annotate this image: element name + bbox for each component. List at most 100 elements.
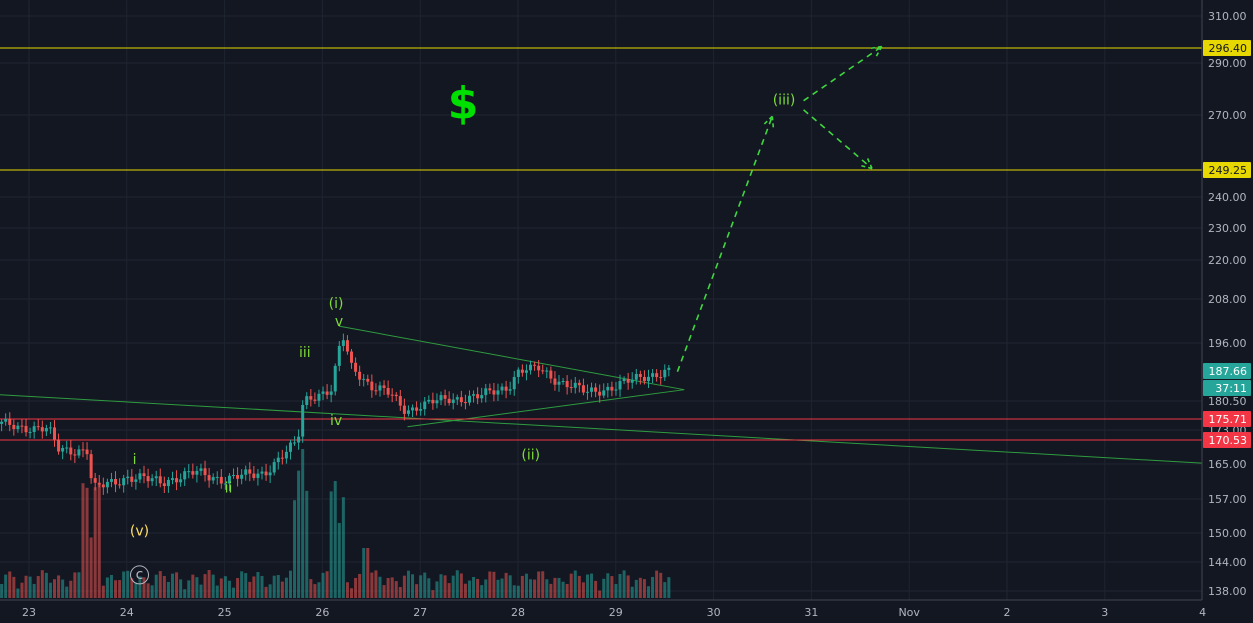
candle-body (561, 380, 565, 382)
projection-path (803, 45, 883, 102)
volume-bar (81, 483, 85, 598)
candle-body (28, 432, 32, 434)
volume-bar (317, 582, 321, 598)
time-tick-label: 26 (315, 606, 329, 619)
candle-body (114, 479, 118, 485)
volume-bar (370, 572, 374, 598)
volume-bar (537, 571, 541, 598)
volume-bar (598, 590, 602, 598)
volume-bar (297, 470, 301, 598)
candle-body (435, 400, 439, 404)
volume-bar (77, 572, 81, 598)
price-tags: 296.40 249.25 175.71 170.53 187.66 37:11 (1203, 39, 1251, 448)
volume-bars (0, 449, 671, 598)
dollar-symbol: $ (448, 78, 479, 129)
volume-bar (114, 580, 118, 598)
candle-body (256, 473, 260, 478)
volume-bar (227, 580, 231, 598)
volume-bar (541, 571, 545, 598)
time-tick-label: Nov (898, 606, 920, 619)
volume-bar (659, 572, 663, 598)
candle-body (244, 469, 248, 475)
candle-body (4, 418, 8, 422)
volume-bar (130, 578, 134, 598)
volume-bar (614, 583, 618, 598)
candle-body (48, 427, 52, 429)
volume-bar (443, 575, 447, 598)
time-axis[interactable]: 23 24 25 26 27 28 29 30 31 Nov 2 3 4 (22, 606, 1206, 619)
volume-bar (467, 580, 471, 598)
candle-body (345, 340, 349, 352)
volume-bar (484, 579, 488, 598)
volume-bar (378, 576, 382, 598)
candle-body (81, 449, 85, 451)
volume-bar (236, 578, 240, 598)
candle-body (382, 385, 386, 388)
volume-bar (301, 449, 305, 598)
volume-bar (561, 581, 565, 598)
price-tick-label: 230.00 (1208, 222, 1247, 235)
volume-bar (61, 579, 65, 598)
volume-bar (512, 585, 516, 598)
candle-body (500, 386, 504, 391)
candle-body (350, 351, 354, 363)
volume-bar (366, 548, 370, 598)
volume-bar (187, 580, 191, 598)
volume-bar (476, 578, 480, 598)
volume-bar (32, 583, 36, 598)
candle-body (667, 367, 671, 370)
volume-bar (4, 574, 8, 598)
candle-body (24, 425, 28, 433)
volume-bar (439, 574, 443, 598)
volume-bar (529, 579, 533, 598)
volume-bar (406, 570, 410, 598)
volume-bar (53, 579, 57, 598)
level-price-tag-text: 249.25 (1209, 164, 1248, 177)
wave-label: c (136, 567, 144, 583)
volume-bar (118, 580, 122, 598)
volume-bar (431, 590, 435, 598)
candle-body (492, 390, 496, 395)
candle-body (325, 391, 329, 395)
volume-bar (109, 574, 113, 598)
volume-bar (480, 585, 484, 598)
candle-body (101, 484, 105, 488)
volume-bar (524, 573, 528, 598)
volume-bar (240, 571, 244, 598)
candle-body (496, 390, 500, 395)
candle-body (293, 442, 297, 444)
volume-bar (651, 576, 655, 598)
candle-body (179, 479, 183, 483)
volume-bar (333, 481, 337, 598)
candle-body (378, 385, 382, 391)
candle-body (32, 426, 36, 433)
wave-label: (iii) (773, 93, 796, 109)
candle-body (162, 483, 166, 487)
volume-bar (97, 483, 101, 598)
price-tick-label: 270.00 (1208, 109, 1247, 122)
level-price-tag (1203, 432, 1251, 448)
volume-bar (581, 582, 585, 598)
candle-body (431, 399, 435, 404)
candle-body (268, 472, 272, 476)
volume-bar (451, 575, 455, 598)
volume-bar (390, 577, 394, 598)
candle-body (545, 370, 549, 372)
volume-bar (647, 586, 651, 598)
candle-body (374, 390, 378, 392)
volume-bar (638, 577, 642, 598)
volume-bar (162, 576, 166, 598)
volume-bar (573, 570, 577, 598)
volume-bar (248, 581, 252, 598)
candle-body (284, 451, 288, 459)
volume-bar (183, 589, 187, 598)
wave-label: v (335, 314, 343, 330)
candle-body (594, 387, 598, 392)
volume-bar (337, 523, 341, 598)
candle-body (57, 439, 61, 452)
volume-bar (362, 548, 366, 598)
volume-bar (374, 570, 378, 598)
volume-bar (447, 583, 451, 598)
candle-body (406, 410, 410, 414)
